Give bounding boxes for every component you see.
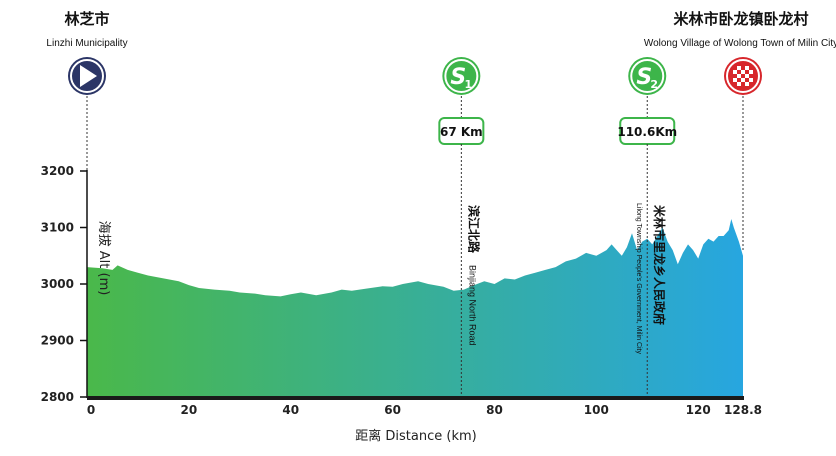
checker-square bbox=[749, 82, 753, 86]
sprint-badge-ring bbox=[444, 59, 479, 93]
play-icon bbox=[80, 65, 97, 87]
elevation-area bbox=[87, 219, 743, 397]
x-tick-label: 20 bbox=[181, 403, 198, 417]
y-axis-ticks: 3200 3100 3000 2900 2800 bbox=[41, 164, 87, 404]
finish-marker-ring bbox=[726, 59, 760, 93]
checker-square bbox=[733, 66, 737, 70]
sprint-km-label: 110.6Km bbox=[617, 125, 677, 139]
sprint-place-cn: 滨江北路 bbox=[466, 205, 481, 254]
finish-name-en: Wolong Village of Wolong Town of Milin C… bbox=[644, 38, 836, 49]
x-tick-label: 128.8 bbox=[724, 403, 762, 417]
y-tick-label: 3200 bbox=[41, 164, 74, 178]
sprint-marker-1: S1 67 Km bbox=[438, 57, 485, 145]
checker-square bbox=[741, 66, 745, 70]
checker-square bbox=[733, 82, 737, 86]
finish-marker bbox=[724, 57, 762, 95]
x-tick-label: 40 bbox=[282, 403, 299, 417]
checker-square bbox=[745, 78, 749, 82]
sprint-badge-icon bbox=[442, 57, 481, 95]
y-axis-label: 海拔 Alt (m) bbox=[96, 221, 111, 296]
sprint-letter: S bbox=[450, 65, 466, 90]
x-tick-label: 80 bbox=[486, 403, 503, 417]
sprint-badge-icon bbox=[628, 57, 667, 95]
y-tick-label: 2800 bbox=[41, 390, 74, 404]
start-marker-ring bbox=[70, 59, 104, 93]
checker-square bbox=[737, 70, 741, 74]
sprint-km-label: 67 Km bbox=[440, 125, 483, 139]
sprint-place-cn: 米林市里龙乡人民政府 bbox=[652, 205, 667, 325]
checkered-flag-icon bbox=[733, 66, 753, 86]
x-tick-label: 0 bbox=[87, 403, 95, 417]
sprint-number: 1 bbox=[465, 78, 473, 91]
checker-square bbox=[745, 70, 749, 74]
checker-square bbox=[737, 78, 741, 82]
x-tick-label: 120 bbox=[686, 403, 711, 417]
finish-name-cn: 米林市卧龙镇卧龙村 bbox=[673, 10, 808, 28]
sprint-badge-ring bbox=[630, 59, 665, 93]
sprint-letter: S bbox=[636, 65, 652, 90]
checker-square bbox=[741, 74, 745, 78]
sprint-number: 2 bbox=[650, 78, 658, 91]
checker-square bbox=[749, 66, 753, 70]
sprint-guide-lines bbox=[460, 144, 648, 396]
x-axis-bar bbox=[87, 396, 744, 400]
y-tick-label: 3000 bbox=[41, 277, 74, 291]
y-tick-label: 2900 bbox=[41, 334, 74, 348]
checker-square bbox=[733, 74, 737, 78]
sprint-marker-2: S2 110.6Km bbox=[617, 57, 677, 145]
x-axis-label: 距离 Distance (km) bbox=[355, 428, 476, 444]
checker-square bbox=[749, 74, 753, 78]
x-axis-ticks: 0 20 40 60 80 100 120 128.8 bbox=[87, 403, 762, 417]
start-marker bbox=[68, 57, 106, 95]
sprint-place-en: Lilong Township People's Government, Mil… bbox=[635, 203, 642, 355]
sprint-place-en: Binjiang North Road bbox=[467, 265, 477, 346]
checker-square bbox=[741, 82, 745, 86]
start-name-cn: 林芝市 bbox=[64, 10, 109, 28]
start-name-en: Linzhi Municipality bbox=[46, 38, 127, 49]
sprint-annotations: 滨江北路 Binjiang North Road 米林市里龙乡人民政府 Lilong … bbox=[466, 203, 667, 355]
x-tick-label: 100 bbox=[584, 403, 609, 417]
y-tick-label: 3100 bbox=[41, 221, 74, 235]
x-tick-label: 60 bbox=[384, 403, 401, 417]
